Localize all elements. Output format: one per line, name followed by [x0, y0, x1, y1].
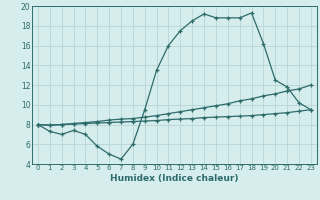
X-axis label: Humidex (Indice chaleur): Humidex (Indice chaleur) — [110, 174, 239, 183]
